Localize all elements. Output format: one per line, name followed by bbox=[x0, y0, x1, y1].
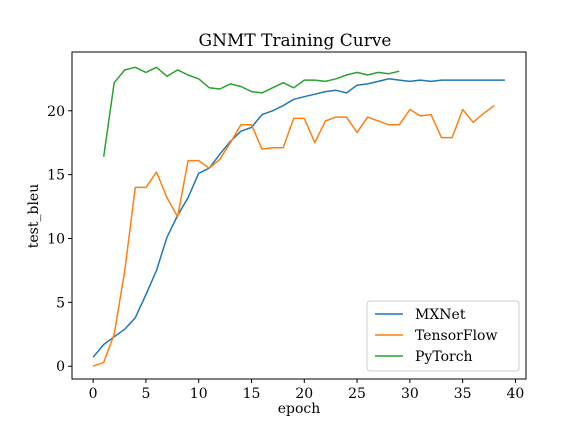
legend-label-tensorflow: TensorFlow bbox=[415, 328, 497, 344]
y-tick-label: 15 bbox=[47, 168, 65, 184]
plot-frame bbox=[71, 51, 527, 380]
x-axis-label: epoch bbox=[278, 401, 321, 417]
plot-lines bbox=[92, 66, 505, 367]
x-tick-label: 35 bbox=[454, 386, 472, 402]
y-axis-label: test_bleu bbox=[26, 184, 42, 248]
chart-title: GNMT Training Curve bbox=[198, 31, 391, 51]
x-tick-label: 15 bbox=[243, 386, 261, 402]
series-line-tensorflow bbox=[92, 104, 495, 367]
y-tick-label: 0 bbox=[56, 359, 65, 375]
x-tick-label: 30 bbox=[401, 386, 419, 402]
x-tick-label: 5 bbox=[141, 386, 150, 402]
y-tick-label: 20 bbox=[47, 104, 65, 120]
series-line-mxnet bbox=[92, 78, 505, 358]
x-tick-label: 25 bbox=[348, 386, 366, 402]
legend: MXNet TensorFlow PyTorch bbox=[366, 300, 520, 372]
y-tick-label: 5 bbox=[56, 295, 65, 311]
y-axis: 0 5 10 15 20 bbox=[47, 104, 72, 375]
legend-label-mxnet: MXNet bbox=[415, 307, 466, 323]
x-axis: 0 5 10 15 20 25 30 35 40 bbox=[89, 379, 525, 402]
legend-box bbox=[366, 300, 520, 372]
x-tick-label: 40 bbox=[507, 386, 525, 402]
x-tick-label: 10 bbox=[190, 386, 208, 402]
x-tick-label: 0 bbox=[89, 386, 98, 402]
legend-label-pytorch: PyTorch bbox=[415, 349, 473, 365]
y-tick-label: 10 bbox=[47, 231, 65, 247]
series-line-pytorch bbox=[102, 66, 400, 157]
x-tick-label: 20 bbox=[295, 386, 313, 402]
